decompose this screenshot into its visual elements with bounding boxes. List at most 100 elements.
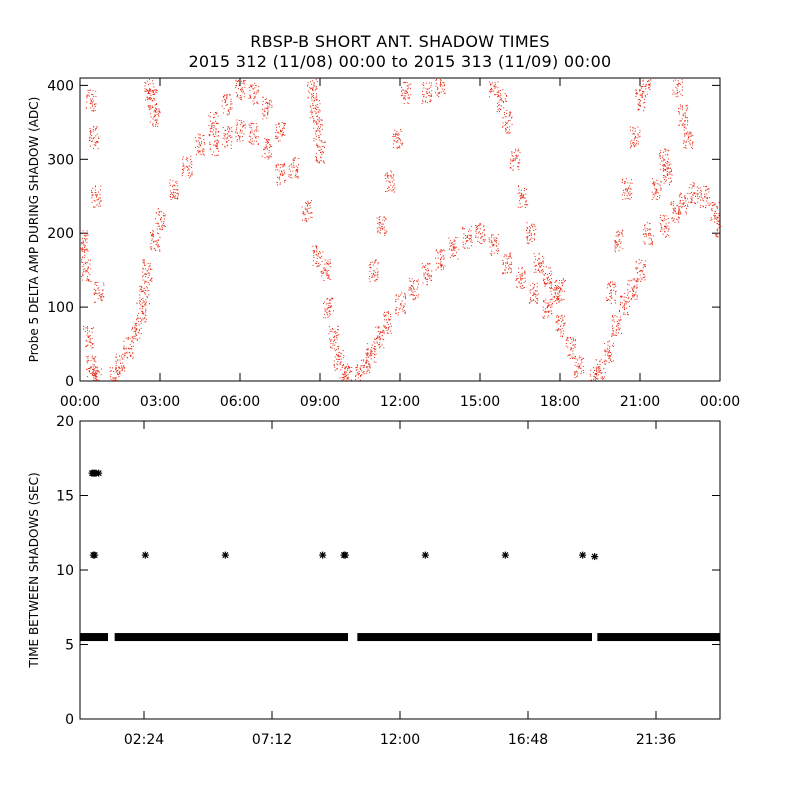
data-point — [544, 278, 546, 280]
data-point — [99, 194, 101, 196]
data-point — [328, 274, 330, 276]
data-point — [678, 108, 680, 110]
data-point — [96, 366, 98, 368]
data-point — [665, 223, 667, 225]
data-point — [672, 89, 674, 91]
data-point — [505, 129, 507, 131]
data-point — [494, 239, 496, 241]
data-point — [612, 283, 614, 285]
data-point — [691, 199, 693, 201]
data-point — [157, 245, 159, 247]
data-point — [504, 121, 506, 123]
data-point — [510, 111, 512, 113]
data-point — [411, 278, 413, 280]
data-point — [634, 133, 636, 135]
data-point — [428, 275, 430, 277]
data-point — [284, 180, 286, 182]
data-point — [510, 271, 512, 273]
data-point — [623, 183, 625, 185]
data-point — [379, 339, 381, 341]
data-point — [249, 124, 251, 126]
data-point — [87, 266, 89, 268]
data-point — [468, 237, 470, 239]
data-point — [607, 353, 609, 355]
plot-frame — [79, 420, 721, 720]
data-point — [282, 165, 284, 167]
data-point — [561, 299, 563, 301]
data-point — [686, 108, 688, 110]
data-point — [120, 365, 122, 367]
data-point — [630, 146, 632, 148]
data-point — [366, 343, 368, 345]
data-point — [611, 319, 613, 321]
data-point — [489, 90, 491, 92]
data-point — [614, 251, 616, 253]
data-point — [375, 339, 377, 341]
data-point — [371, 344, 373, 346]
data-point — [454, 240, 456, 242]
data-point — [83, 242, 85, 244]
data-point — [93, 199, 95, 201]
data-point — [213, 135, 215, 137]
data-point — [624, 314, 626, 316]
data-point — [597, 378, 599, 380]
data-point — [267, 110, 269, 112]
data-point — [120, 355, 122, 357]
data-point — [383, 216, 385, 218]
data-point — [383, 339, 385, 341]
data-point — [398, 145, 400, 147]
data-point — [678, 113, 680, 115]
data-point — [343, 374, 345, 376]
data-point — [665, 180, 667, 182]
data-point — [637, 92, 639, 94]
data-point — [557, 297, 559, 299]
data-point — [677, 83, 679, 85]
data-point — [358, 373, 360, 375]
data-point — [310, 81, 312, 83]
data-point — [536, 286, 538, 288]
data-point — [633, 286, 635, 288]
data-point — [326, 307, 328, 309]
data-point — [326, 312, 328, 314]
data-point — [631, 287, 633, 289]
data-point — [620, 304, 622, 306]
data-point — [554, 285, 556, 287]
data-point — [367, 349, 369, 351]
data-point — [462, 241, 464, 243]
data-point — [123, 356, 125, 358]
data-point — [86, 327, 88, 329]
data-point — [145, 301, 147, 303]
data-point — [464, 228, 466, 230]
data-point — [154, 119, 156, 121]
data-point — [236, 124, 238, 126]
data-point — [369, 367, 371, 369]
data-point — [244, 86, 246, 88]
data-point — [86, 270, 88, 272]
data-point — [449, 245, 451, 247]
data-point — [630, 299, 632, 301]
data-point — [145, 311, 147, 313]
data-point — [671, 174, 673, 176]
data-point — [664, 178, 666, 180]
data-point — [693, 184, 695, 186]
data-point — [672, 212, 674, 214]
data-point — [642, 277, 644, 279]
data-point — [337, 361, 339, 363]
data-point — [664, 163, 666, 165]
data-point — [215, 140, 217, 142]
data-point — [494, 82, 496, 84]
data-point — [350, 379, 352, 381]
data-point — [343, 357, 345, 359]
data-point — [451, 254, 453, 256]
data-point — [427, 262, 429, 264]
data-point — [325, 317, 327, 319]
data-point — [608, 362, 610, 364]
data-point — [521, 275, 523, 277]
data-point — [315, 246, 317, 248]
data-point — [523, 287, 525, 289]
data-point — [282, 173, 284, 175]
data-point — [430, 279, 432, 281]
data-point — [151, 99, 153, 101]
data-point — [320, 133, 322, 135]
data-point — [153, 86, 155, 88]
